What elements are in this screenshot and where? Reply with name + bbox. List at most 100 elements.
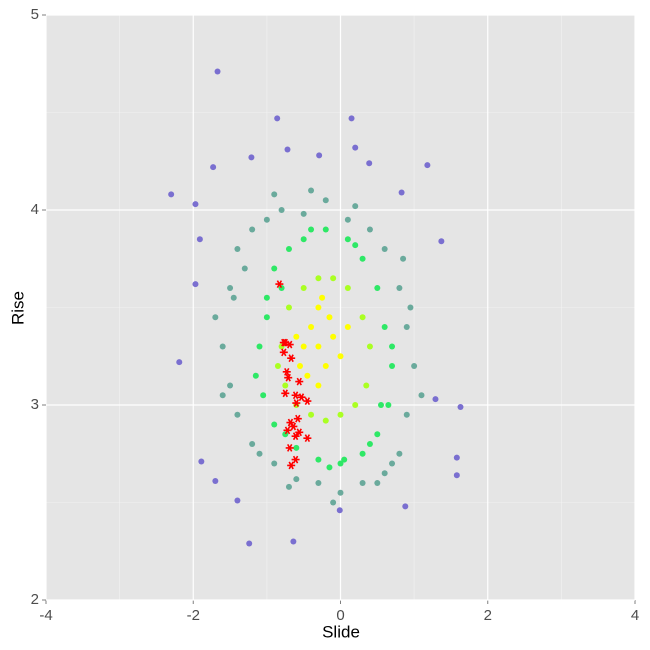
point [293,444,300,451]
point [407,304,414,311]
point [352,242,359,249]
y-tick-label: 2 [31,591,39,608]
point [352,203,359,210]
point [196,236,203,243]
x-tick-label: -4 [39,607,52,624]
asterisk-point [291,432,300,441]
x-tick-label: 4 [631,607,639,624]
point [322,197,329,204]
point [389,460,396,467]
asterisk-point [281,389,290,398]
y-tick-label: 3 [31,396,39,413]
point [252,372,259,379]
point [319,294,326,301]
point [274,363,281,369]
point [234,246,241,252]
point [381,470,388,477]
point [246,540,253,547]
point [168,191,175,198]
asterisk-point [282,367,291,376]
point [212,478,219,485]
asterisk-point [275,280,284,288]
point [366,343,373,350]
point [381,246,388,252]
point [363,382,370,389]
point [398,189,405,196]
point [256,343,263,350]
point [389,343,396,350]
asterisk-point [292,399,301,407]
point [308,226,315,233]
point [374,285,381,291]
point [432,396,439,403]
point [315,343,322,350]
point [337,460,344,467]
x-axis-title: Slide [322,622,360,641]
asterisk-point [291,455,300,464]
point [315,480,322,486]
x-tick-label: 0 [336,607,344,624]
y-axis-title: Rise [8,291,27,325]
point [300,343,307,350]
point [336,507,343,514]
point [219,392,226,399]
point [285,304,292,311]
point [198,458,205,465]
point [402,503,409,510]
asterisk-point [295,428,304,437]
asterisk-point [287,354,296,363]
point [315,456,322,463]
point [374,480,381,486]
asterisk-point [297,393,306,402]
point [344,216,351,223]
asterisk-point [295,377,304,386]
point [344,285,351,291]
point [322,363,329,369]
point [241,265,248,272]
point [453,454,460,461]
asterisk-point [303,434,312,443]
point [227,285,234,291]
point [403,324,410,330]
point [230,294,237,301]
point [263,314,270,321]
point [293,476,300,483]
point [377,402,384,408]
point [322,226,329,233]
point [308,411,315,418]
point [271,421,278,428]
point [300,285,307,291]
asterisk-point [279,338,288,347]
point [396,285,403,291]
point [403,411,410,418]
point [249,226,256,233]
point [297,363,304,369]
point [308,324,315,330]
point [285,483,292,490]
point [234,411,241,418]
point [300,210,307,217]
asterisk-point [279,348,288,357]
point [359,314,366,321]
point [341,456,348,463]
point [227,382,234,389]
point [352,402,359,408]
point [263,216,270,223]
point [263,294,270,301]
asterisk-point [283,426,292,435]
asterisk-point [287,461,296,470]
point [348,115,355,122]
point [271,265,278,272]
point [192,281,199,288]
point [344,324,351,330]
point [219,343,226,350]
point [396,450,403,457]
point [337,411,344,418]
point [366,160,373,167]
point [418,392,425,399]
point [374,431,381,438]
point [337,353,344,360]
point [315,275,322,282]
point [326,464,333,471]
point [411,363,418,369]
